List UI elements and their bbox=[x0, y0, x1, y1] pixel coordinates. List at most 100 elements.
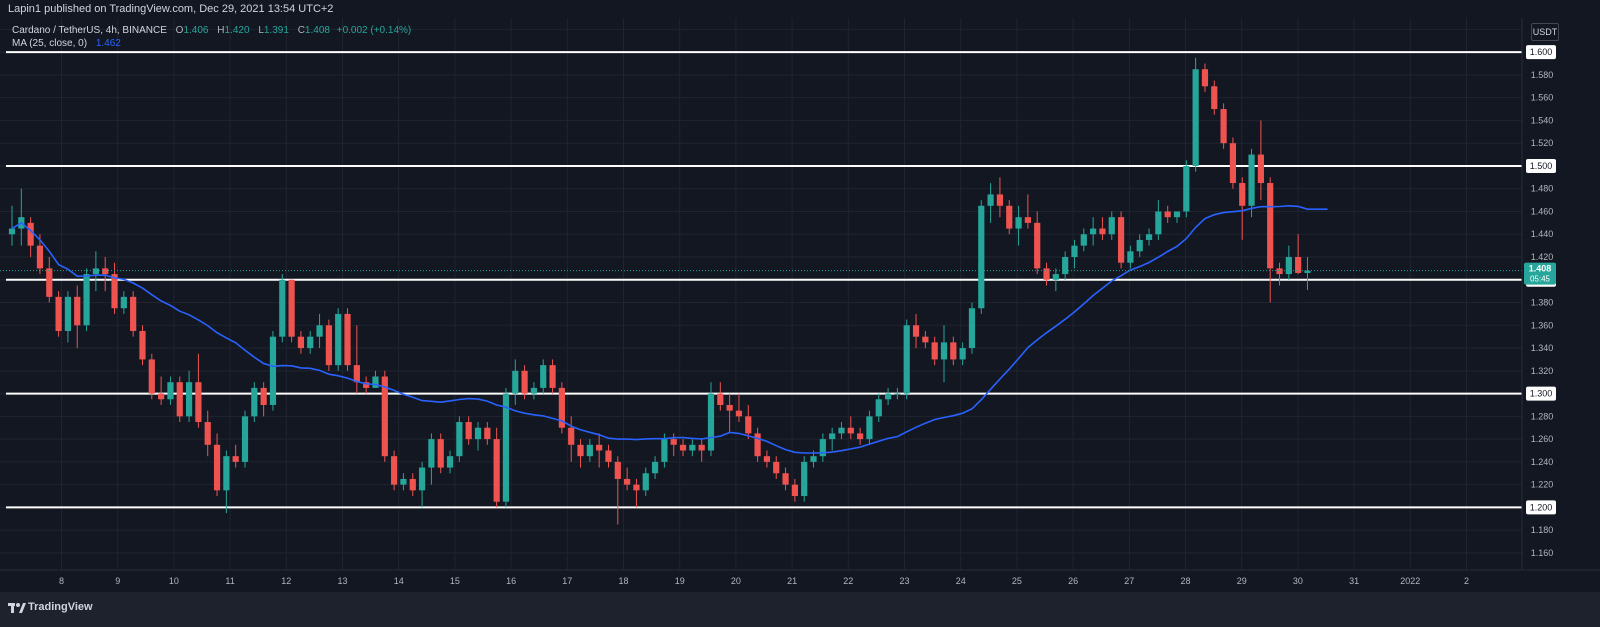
candle bbox=[335, 308, 342, 371]
candle-body bbox=[1285, 257, 1292, 275]
candle-body bbox=[139, 330, 146, 360]
candle-body bbox=[707, 393, 715, 451]
candle-body bbox=[642, 473, 649, 491]
candle bbox=[251, 382, 258, 423]
candle-body bbox=[493, 439, 500, 502]
candle bbox=[502, 387, 510, 508]
candle-body bbox=[307, 336, 314, 349]
candle-body bbox=[232, 456, 239, 462]
candle-body bbox=[670, 439, 677, 445]
price-axis[interactable] bbox=[1521, 18, 1600, 570]
candle bbox=[689, 439, 696, 457]
horizontal-levels[interactable] bbox=[6, 51, 1522, 509]
candle-body bbox=[726, 404, 733, 411]
candle bbox=[316, 313, 323, 349]
candle bbox=[931, 336, 938, 366]
time-tick-label: 10 bbox=[169, 576, 179, 586]
close-label: C bbox=[297, 25, 305, 36]
candle bbox=[493, 427, 500, 508]
time-tick-label: 13 bbox=[337, 576, 347, 586]
candle-body bbox=[1276, 268, 1283, 275]
candle-body bbox=[36, 245, 44, 269]
candle-body bbox=[325, 325, 332, 366]
candle bbox=[46, 257, 53, 303]
candle bbox=[279, 274, 286, 343]
chart-panel[interactable]: 1.160 1.180 1.200 1.220 1.240 1.260 1.280 1.300… bbox=[0, 18, 1600, 592]
candle-body bbox=[698, 444, 705, 451]
candle-body bbox=[605, 450, 612, 462]
candle-body bbox=[577, 444, 584, 457]
candle-body bbox=[614, 461, 621, 479]
candle bbox=[409, 473, 416, 497]
candle bbox=[185, 370, 193, 423]
currency-label[interactable]: USDT bbox=[1531, 23, 1559, 41]
candle-body bbox=[549, 365, 556, 388]
candle bbox=[1034, 211, 1041, 275]
candle bbox=[55, 291, 62, 337]
candle-body bbox=[409, 478, 416, 491]
low-label: L bbox=[258, 25, 264, 36]
candle-body bbox=[102, 268, 109, 275]
publisher-text: Lapin1 published on TradingView.com, Dec… bbox=[8, 3, 334, 15]
time-tick-label: 16 bbox=[506, 576, 516, 586]
candle-body bbox=[633, 484, 640, 491]
candle bbox=[894, 387, 901, 400]
candle bbox=[549, 359, 556, 394]
candle bbox=[577, 439, 584, 468]
candle-body bbox=[1220, 109, 1227, 144]
level-label-bg bbox=[1526, 500, 1556, 515]
candle bbox=[148, 353, 155, 400]
time-axis-ticks: 8 9 10 11 12 13 14 15 16 17 18 19 20 21 22 23 24 25 26 27 28… bbox=[59, 576, 1469, 586]
candle bbox=[363, 376, 370, 394]
time-axis[interactable] bbox=[0, 569, 1600, 592]
candle bbox=[829, 427, 836, 451]
candle-body bbox=[241, 416, 249, 462]
price-tick-label: 1.380 bbox=[1531, 298, 1554, 308]
candle bbox=[745, 404, 752, 440]
candle-body bbox=[1015, 217, 1022, 229]
candle-body bbox=[754, 433, 761, 457]
candle bbox=[241, 410, 249, 468]
candle bbox=[139, 325, 146, 366]
candle-body bbox=[1211, 86, 1218, 110]
candle-body bbox=[894, 393, 901, 395]
candle bbox=[1267, 177, 1274, 303]
time-tick-label: 23 bbox=[899, 576, 909, 586]
candle-body bbox=[875, 399, 882, 417]
candle bbox=[1062, 251, 1069, 280]
candle bbox=[1080, 228, 1087, 252]
candle bbox=[92, 251, 99, 292]
symbol-name: Cardano / TetherUS, 4h, BINANCE bbox=[12, 25, 167, 36]
candle bbox=[670, 433, 677, 457]
candle bbox=[521, 365, 528, 400]
candle bbox=[1192, 57, 1199, 172]
candle bbox=[1136, 234, 1143, 258]
candle bbox=[1276, 262, 1283, 286]
candle-body bbox=[111, 274, 118, 309]
candle bbox=[223, 450, 230, 514]
price-tick-label: 1.340 bbox=[1531, 343, 1554, 353]
candle-body bbox=[773, 461, 780, 474]
candle bbox=[446, 450, 454, 474]
candle-body bbox=[903, 325, 910, 394]
open-value: 1.406 bbox=[183, 25, 209, 36]
candle-body bbox=[251, 387, 258, 417]
level-label: 1.300 bbox=[1530, 389, 1553, 399]
price-tick-label: 1.560 bbox=[1531, 93, 1554, 103]
candle bbox=[27, 217, 34, 258]
candle bbox=[903, 319, 910, 400]
candle bbox=[1145, 228, 1153, 246]
candle bbox=[605, 444, 612, 468]
candlestick-chart[interactable]: 1.160 1.180 1.200 1.220 1.240 1.260 1.280 1.300… bbox=[0, 18, 1600, 592]
candle bbox=[1099, 217, 1106, 240]
candle bbox=[18, 188, 25, 246]
candle bbox=[1155, 200, 1162, 240]
candle-body bbox=[456, 422, 463, 457]
time-tick-label: 11 bbox=[225, 576, 234, 586]
candle-body bbox=[288, 279, 295, 337]
candle bbox=[679, 439, 687, 457]
time-tick-label: 2 bbox=[1464, 576, 1469, 586]
candle-body bbox=[568, 427, 575, 445]
candle bbox=[717, 382, 724, 411]
candle bbox=[204, 410, 211, 457]
